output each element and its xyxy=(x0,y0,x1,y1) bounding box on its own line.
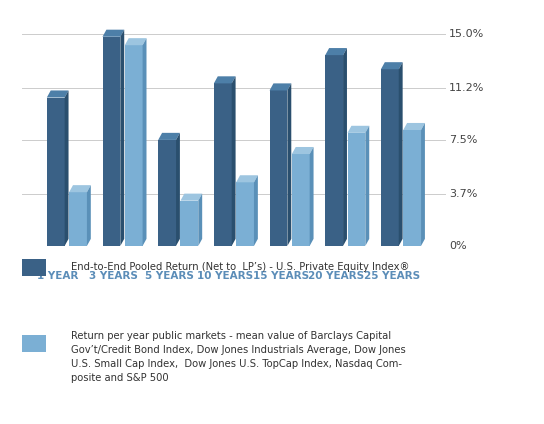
Polygon shape xyxy=(47,98,65,246)
Text: 20 YEARS: 20 YEARS xyxy=(308,271,364,282)
Text: 5 YEARS: 5 YEARS xyxy=(145,271,194,282)
Polygon shape xyxy=(287,84,291,246)
Text: 15.0%: 15.0% xyxy=(449,29,484,39)
Polygon shape xyxy=(47,90,69,98)
Polygon shape xyxy=(102,37,120,246)
Polygon shape xyxy=(176,133,180,246)
Text: 0%: 0% xyxy=(449,241,467,251)
Polygon shape xyxy=(214,76,236,84)
Text: 7.5%: 7.5% xyxy=(449,135,477,145)
Polygon shape xyxy=(348,126,369,133)
Polygon shape xyxy=(343,48,347,246)
Polygon shape xyxy=(69,192,87,246)
Polygon shape xyxy=(102,30,124,37)
Polygon shape xyxy=(125,38,146,45)
Polygon shape xyxy=(125,45,143,246)
Polygon shape xyxy=(270,84,291,90)
Text: 25 YEARS: 25 YEARS xyxy=(364,271,420,282)
Polygon shape xyxy=(65,90,69,246)
Text: 10 YEARS: 10 YEARS xyxy=(197,271,253,282)
Polygon shape xyxy=(270,90,287,246)
Polygon shape xyxy=(158,140,176,246)
Polygon shape xyxy=(292,154,310,246)
Polygon shape xyxy=(325,55,343,246)
Polygon shape xyxy=(366,126,369,246)
Polygon shape xyxy=(120,30,124,246)
Polygon shape xyxy=(403,130,421,246)
Polygon shape xyxy=(310,147,313,246)
Text: 15 YEARS: 15 YEARS xyxy=(252,271,309,282)
Text: End-to-End Pooled Return (Net to  LP’s) - U.S. Private Equity Index®: End-to-End Pooled Return (Net to LP’s) -… xyxy=(71,262,409,272)
Text: 3 YEARS: 3 YEARS xyxy=(89,271,138,282)
Polygon shape xyxy=(403,123,425,130)
Polygon shape xyxy=(214,84,232,246)
Polygon shape xyxy=(232,76,236,246)
Polygon shape xyxy=(325,48,347,55)
Polygon shape xyxy=(143,38,146,246)
Polygon shape xyxy=(292,147,313,154)
Polygon shape xyxy=(254,175,258,246)
Text: 3.7%: 3.7% xyxy=(449,189,477,198)
Text: 1 YEAR: 1 YEAR xyxy=(38,271,79,282)
Polygon shape xyxy=(236,182,254,246)
Text: 11.2%: 11.2% xyxy=(449,83,484,92)
Polygon shape xyxy=(87,185,91,246)
Polygon shape xyxy=(158,133,180,140)
Polygon shape xyxy=(381,62,403,69)
Polygon shape xyxy=(399,62,403,246)
Text: Return per year public markets - mean value of Barclays Capital
Gov’t/Credit Bon: Return per year public markets - mean va… xyxy=(71,331,405,383)
Polygon shape xyxy=(69,185,91,192)
Polygon shape xyxy=(198,194,202,246)
Polygon shape xyxy=(236,175,258,182)
Polygon shape xyxy=(421,123,425,246)
Polygon shape xyxy=(181,201,198,246)
Polygon shape xyxy=(381,69,399,246)
Polygon shape xyxy=(181,194,202,201)
Polygon shape xyxy=(348,133,366,246)
